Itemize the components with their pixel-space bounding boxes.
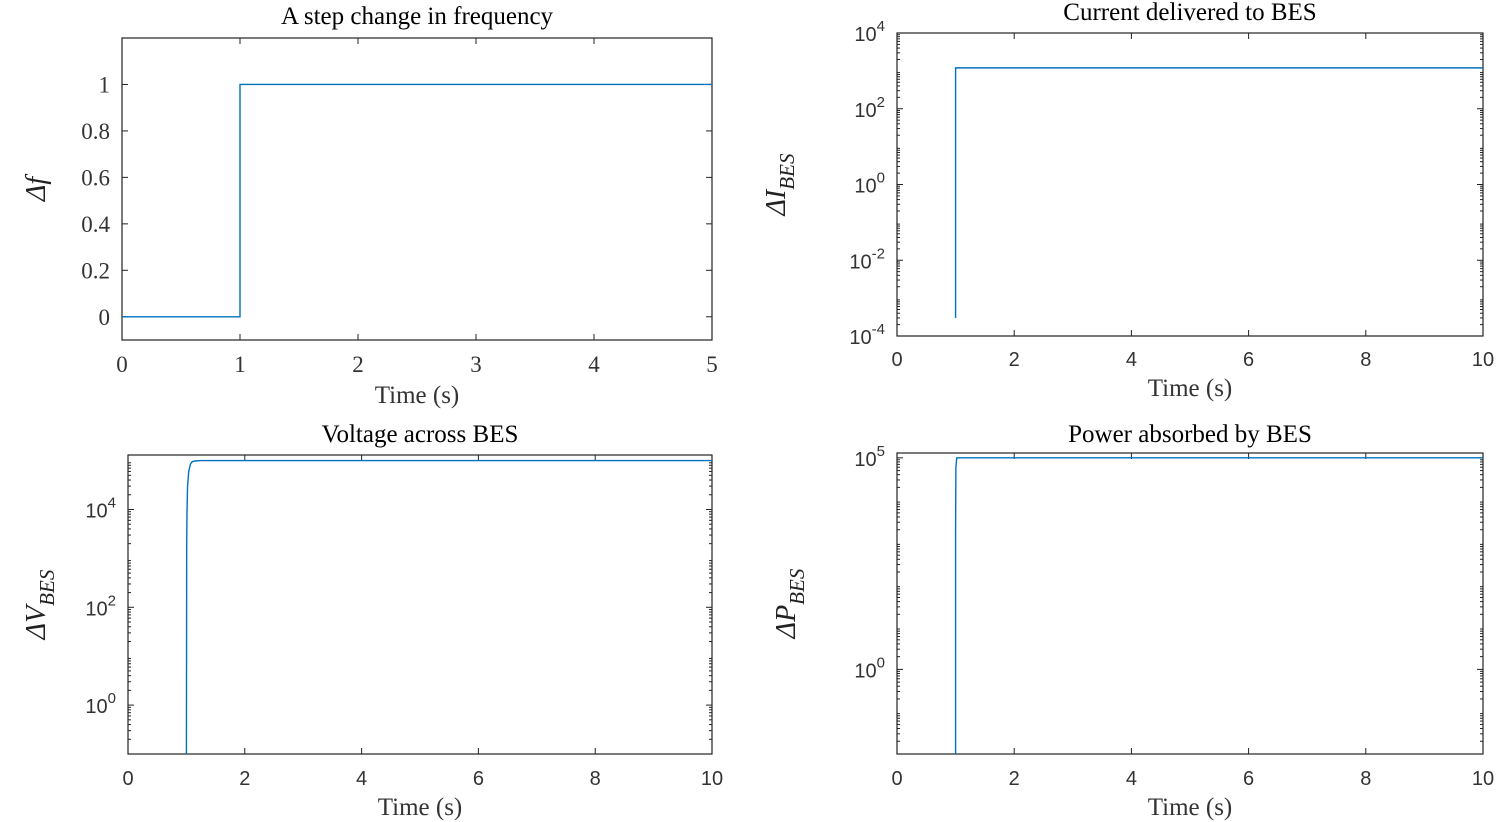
x-tick-label: 4 (1126, 768, 1137, 790)
y-tick-label: 100 (854, 170, 885, 198)
x-tick-label: 1 (234, 352, 246, 377)
x-axis-label-current: Time (s) (1148, 375, 1233, 402)
x-tick-label: 2 (1009, 768, 1020, 790)
x-tick-label: 4 (356, 768, 367, 790)
y-axis-label-voltage: ΔVBES (21, 569, 59, 640)
chart-title-current: Current delivered to BES (1063, 0, 1316, 26)
y-tick-label: 100 (854, 654, 885, 682)
y-tick-label: 105 (854, 443, 885, 471)
x-tick-label: 10 (1472, 349, 1494, 371)
y-tick-label: 100 (85, 690, 116, 718)
series-line-power (954, 457, 1483, 754)
axes-frame-power (896, 452, 1484, 755)
x-tick-label: 8 (1360, 768, 1371, 790)
x-tick-label: 2 (352, 352, 364, 377)
series-line-current (954, 67, 1483, 318)
series-line-voltage (185, 459, 712, 755)
y-axis-label-power: ΔPBES (771, 568, 809, 639)
subplot-current: Current delivered to BES 0 2 4 6 8 10 10-4 10-2 1… (761, 0, 1494, 402)
y-tick-label: 10-4 (849, 321, 885, 349)
subplot-voltage: Voltage across BES 0 2 4 6 8 10 100 102 104 Time (… (21, 421, 723, 821)
y-tick-label: 102 (854, 94, 885, 122)
x-tick-label: 0 (891, 349, 902, 371)
subplot-power: Power absorbed by BES 0 2 4 6 8 10 100 105 Time (… (771, 421, 1494, 821)
y-tick-label: 102 (85, 592, 116, 620)
y-axis-label-current: ΔIBES (761, 153, 799, 216)
x-axis-label-freq: Time (s) (375, 382, 460, 409)
y-tick-label: 104 (85, 494, 116, 522)
x-tick-label: 3 (470, 352, 482, 377)
x-tick-label: 8 (1360, 349, 1371, 371)
x-tick-label: 10 (701, 768, 723, 790)
subplot-freq: A step change in frequency 0 1 2 3 4 5 0 0.2 0.4 0… (21, 3, 718, 409)
x-tick-label: 5 (706, 352, 718, 377)
y-axis-label-freq: Δf (21, 174, 52, 202)
y-tick-label: 0.8 (81, 119, 110, 144)
x-tick-label: 0 (116, 352, 128, 377)
x-tick-label: 10 (1472, 768, 1494, 790)
y-tick-label: 0 (99, 305, 111, 330)
x-tick-label: 4 (588, 352, 600, 377)
x-tick-label: 4 (1126, 349, 1137, 371)
x-tick-label: 0 (891, 768, 902, 790)
y-tick-label: 10-2 (849, 245, 885, 273)
y-tick-label: 104 (854, 18, 885, 46)
y-tick-label: 1 (99, 72, 111, 97)
x-tick-label: 0 (122, 768, 133, 790)
x-axis-label-voltage: Time (s) (378, 794, 463, 821)
x-tick-label: 6 (473, 768, 484, 790)
x-axis-label-power: Time (s) (1148, 794, 1233, 821)
x-tick-label: 2 (1009, 349, 1020, 371)
y-tick-label: 0.4 (81, 212, 110, 237)
x-tick-label: 6 (1243, 349, 1254, 371)
axes-frame-current (896, 32, 1484, 337)
chart-title-freq: A step change in frequency (281, 3, 554, 30)
chart-title-power: Power absorbed by BES (1068, 421, 1312, 448)
chart-title-voltage: Voltage across BES (322, 421, 519, 448)
y-tick-label: 0.2 (81, 258, 110, 283)
axes-frame-voltage (127, 454, 713, 755)
axes-frame-freq (121, 37, 713, 341)
y-tick-label: 0.6 (81, 165, 110, 190)
x-tick-label: 6 (1243, 768, 1254, 790)
x-tick-label: 8 (590, 768, 601, 790)
series-line-freq (122, 83, 712, 318)
x-tick-label: 2 (239, 768, 250, 790)
